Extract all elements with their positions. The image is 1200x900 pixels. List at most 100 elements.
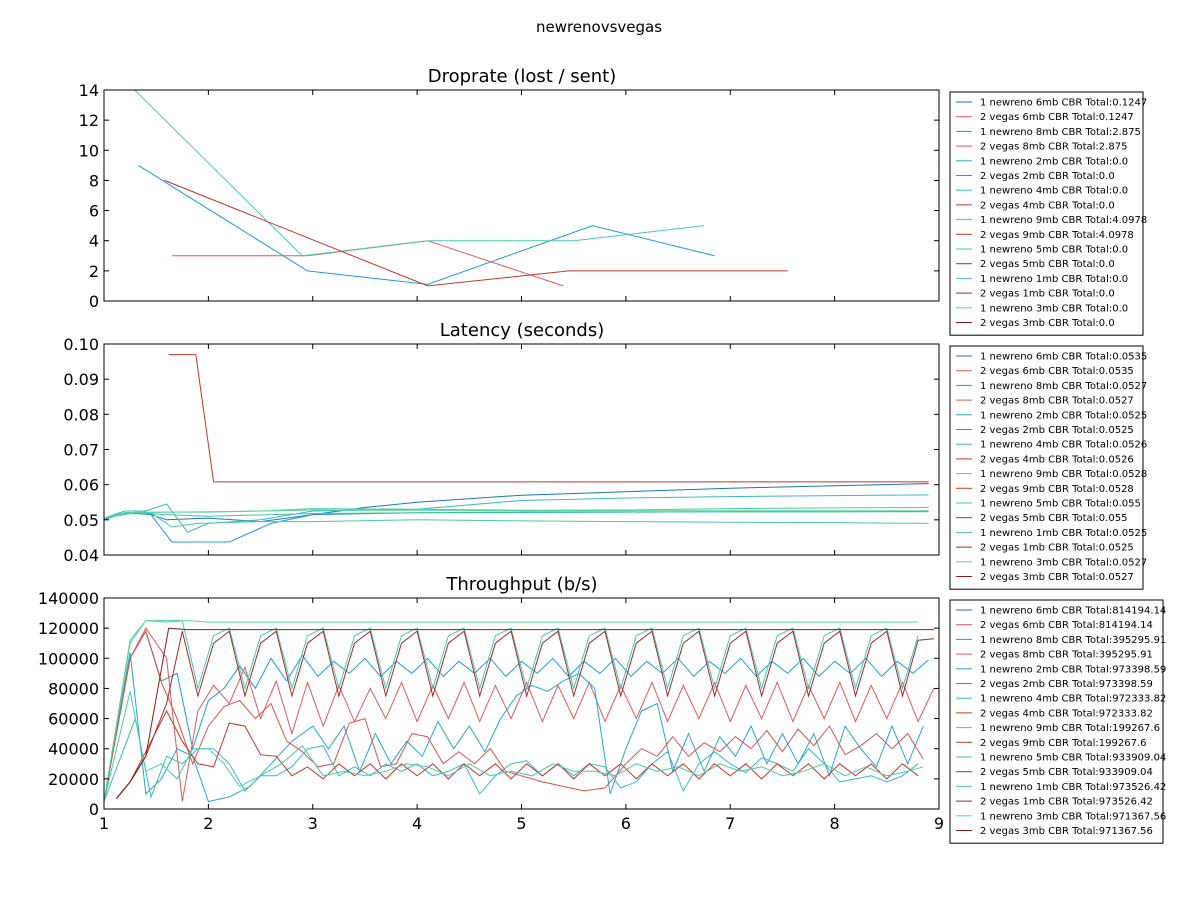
- droprate-axes-frame: [103, 89, 940, 302]
- droprate-series-line-8: [133, 90, 705, 257]
- throughput-title: Throughput (b/s): [445, 574, 597, 595]
- throughput-legend-entry: 1 newreno 8mb CBR Total:395295.91: [980, 635, 1166, 646]
- throughput-ytick-label: 100000: [38, 649, 99, 668]
- droprate-legend-entry: 2 vegas 2mb CBR Total:0.0: [980, 171, 1115, 182]
- throughput-ytick-label: 80000: [48, 679, 99, 698]
- droprate-legend-entry: 2 vegas 3mb CBR Total:0.0: [980, 318, 1115, 329]
- droprate-legend-entry: 1 newreno 3mb CBR Total:0.0: [980, 303, 1128, 314]
- latency-plot-area: 0.04 0.05 0.06 0.07 0.08 0.09 0.10: [63, 335, 940, 565]
- throughput-legend-entry: 2 vegas 1mb CBR Total:973526.42: [980, 797, 1153, 808]
- throughput-legend-entry: 2 vegas 8mb CBR Total:395295.91: [980, 650, 1153, 661]
- throughput-ytick-label: 140000: [38, 589, 99, 608]
- throughput-ytick-label: 20000: [48, 770, 99, 789]
- throughput-ytick-label: 120000: [38, 619, 99, 638]
- latency-legend-entry: 1 newreno 1mb CBR Total:0.0525: [980, 528, 1147, 539]
- latency-legend-entry: 2 vegas 2mb CBR Total:0.0525: [980, 425, 1134, 436]
- throughput-legend-entry: 2 vegas 5mb CBR Total:933909.04: [980, 767, 1153, 778]
- throughput-legend-entry: 1 newreno 9mb CBR Total:199267.6: [980, 723, 1160, 734]
- throughput-series-line-6: [104, 716, 919, 802]
- droprate-ytick-label: 0: [89, 292, 99, 311]
- droprate-chart: Droprate (lost / sent) 0 2 4 6 8 10 12 14 1 new…: [79, 66, 1147, 336]
- droprate-ytick-label: 6: [89, 202, 99, 221]
- droprate-ytick-label: 8: [89, 171, 99, 190]
- latency-ytick-label: 0.09: [63, 370, 99, 389]
- latency-legend-entry: 1 newreno 6mb CBR Total:0.0535: [980, 352, 1147, 363]
- droprate-legend-entry: 1 newreno 2mb CBR Total:0.0: [980, 156, 1128, 167]
- latency-ytick-label: 0.08: [63, 405, 99, 424]
- latency-legend-entry: 2 vegas 5mb CBR Total:0.055: [980, 513, 1127, 524]
- throughput-plot-area: 0 20000 40000 60000 80000 100000 120000 140000 1…: [38, 589, 944, 833]
- droprate-legend-entry: 1 newreno 1mb CBR Total:0.0: [980, 274, 1128, 285]
- throughput-legend-entry: 2 vegas 2mb CBR Total:973398.59: [980, 679, 1153, 690]
- latency-legend-entry: 1 newreno 8mb CBR Total:0.0527: [980, 381, 1147, 392]
- latency-legend-entry: 1 newreno 4mb CBR Total:0.0526: [980, 440, 1147, 451]
- throughput-series-line-12: [104, 691, 924, 802]
- latency-legend-entry: 2 vegas 1mb CBR Total:0.0525: [980, 543, 1134, 554]
- throughput-xtick-label: 2: [203, 814, 213, 833]
- throughput-legend-entry: 1 newreno 1mb CBR Total:973526.42: [980, 782, 1166, 793]
- throughput-axes-frame: [103, 597, 940, 810]
- throughput-series-line-2: [104, 629, 929, 802]
- throughput-xtick-label: 5: [516, 814, 526, 833]
- throughput-xtick-label: 7: [725, 814, 735, 833]
- latency-chart: Latency (seconds) 0.040.050.060.070.080.…: [63, 320, 1147, 590]
- droprate-ytick-label: 12: [79, 111, 99, 130]
- throughput-legend-entry: 1 newreno 2mb CBR Total:973398.59: [980, 664, 1166, 675]
- latency-legend: 1 newreno 6mb CBR Total:0.0535 2 vegas 6m…: [949, 345, 1147, 590]
- throughput-ytick-label: 40000: [48, 740, 99, 759]
- droprate-series-line-9: [164, 179, 788, 287]
- throughput-series-line-15: [116, 627, 934, 799]
- latency-legend-box: [949, 345, 1144, 590]
- latency-ytick-label: 0.05: [63, 511, 99, 530]
- droprate-legend-entry: 2 vegas 6mb CBR Total:0.1247: [980, 112, 1134, 123]
- throughput-ytick-label: 0: [89, 800, 99, 819]
- droprate-legend-entry: 1 newreno 6mb CBR Total:0.1247: [980, 98, 1147, 109]
- latency-series-line-9: [168, 354, 929, 483]
- throughput-chart: Throughput (b/s) 0 20000 40000 60000 80000 10…: [38, 574, 1166, 844]
- throughput-series-line-8: [104, 620, 919, 802]
- throughput-series-group: [104, 620, 935, 803]
- throughput-legend-entry: 1 newreno 3mb CBR Total:971367.56: [980, 811, 1166, 822]
- latency-ytick-label: 0.10: [63, 335, 99, 354]
- throughput-legend-entry: 2 vegas 6mb CBR Total:814194.14: [980, 620, 1153, 631]
- throughput-legend-box: [949, 599, 1164, 844]
- latency-ytick-label: 0.06: [63, 476, 99, 495]
- throughput-series-line-3: [104, 627, 935, 802]
- droprate-legend-entry: 1 newreno 9mb CBR Total:4.0978: [980, 215, 1147, 226]
- throughput-legend-entry: 2 vegas 4mb CBR Total:972333.82: [980, 708, 1153, 719]
- latency-legend-entry: 2 vegas 8mb CBR Total:0.0527: [980, 396, 1134, 407]
- throughput-xtick-label: 3: [308, 814, 318, 833]
- droprate-plot-area: 0 2 4 6 8 10 12 14: [79, 81, 940, 311]
- latency-legend-entry: 1 newreno 3mb CBR Total:0.0527: [980, 557, 1147, 568]
- throughput-series-line-13: [116, 630, 934, 799]
- droprate-ytick-label: 4: [89, 232, 99, 251]
- throughput-xtick-label: 8: [830, 814, 840, 833]
- throughput-ytick-label: 60000: [48, 710, 99, 729]
- throughput-series-line-14: [104, 620, 919, 802]
- droprate-series-line-2: [138, 164, 715, 285]
- latency-series-line-14: [104, 509, 929, 519]
- droprate-ytick-label: 14: [79, 81, 99, 100]
- throughput-xtick-label: 9: [934, 814, 944, 833]
- droprate-legend: 1 newreno 6mb CBR Total:0.1247 2 vegas 6m…: [949, 91, 1147, 336]
- droprate-legend-entry: 2 vegas 5mb CBR Total:0.0: [980, 259, 1115, 270]
- droprate-legend-entry: 2 vegas 1mb CBR Total:0.0: [980, 289, 1115, 300]
- droprate-legend-entry: 2 vegas 9mb CBR Total:4.0978: [980, 230, 1134, 241]
- latency-title: Latency (seconds): [440, 320, 605, 341]
- latency-series-group: [104, 354, 929, 543]
- throughput-legend-entry: 2 vegas 3mb CBR Total:971367.56: [980, 826, 1153, 837]
- throughput-legend: 1 newreno 6mb CBR Total:814194.14 2 vegas…: [949, 599, 1166, 844]
- droprate-legend-entry: 2 vegas 4mb CBR Total:0.0: [980, 200, 1115, 211]
- throughput-legend-entry: 1 newreno 6mb CBR Total:814194.14: [980, 606, 1166, 617]
- droprate-legend-box: [949, 91, 1144, 336]
- droprate-series-group: [133, 90, 788, 287]
- latency-legend-entry: 1 newreno 5mb CBR Total:0.055: [980, 499, 1141, 510]
- latency-axes-frame: [103, 343, 940, 556]
- throughput-legend-entry: 2 vegas 9mb CBR Total:199267.6: [980, 738, 1147, 749]
- throughput-xtick-label: 6: [621, 814, 631, 833]
- throughput-legend-entry: 1 newreno 5mb CBR Total:933909.04: [980, 753, 1166, 764]
- droprate-legend-entry: 1 newreno 8mb CBR Total:2.875: [980, 127, 1141, 138]
- latency-series-line-6: [104, 494, 929, 533]
- throughput-series-line-5: [104, 629, 924, 802]
